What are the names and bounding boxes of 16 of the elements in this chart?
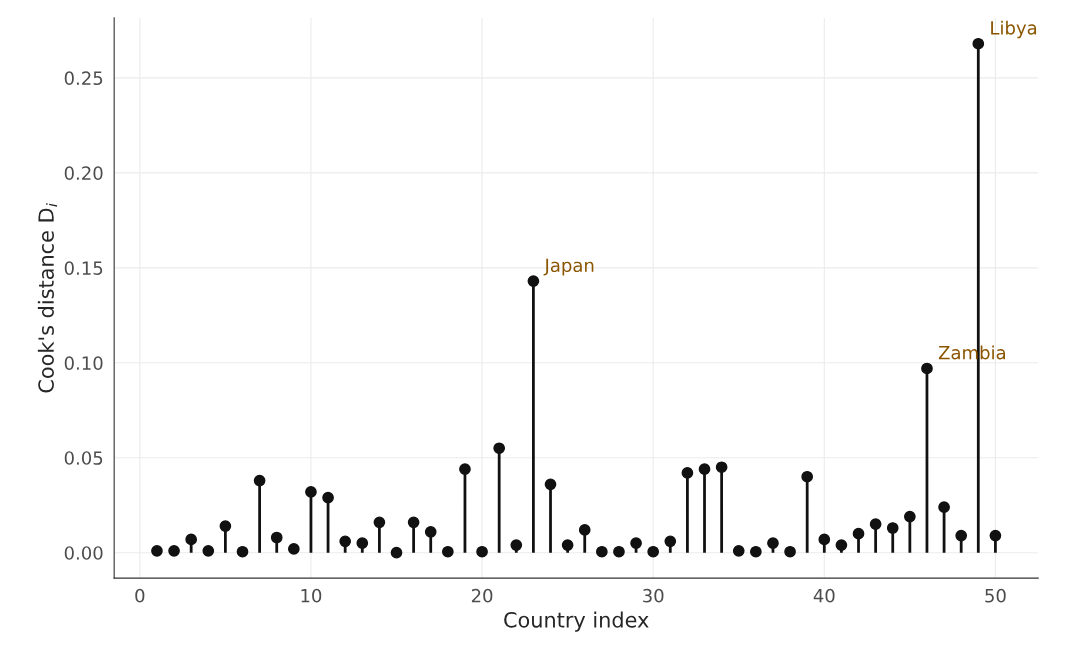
y-tick-label: 0.05: [64, 451, 103, 465]
y-tick-label: 0.15: [64, 261, 103, 275]
annotation: Japan: [543, 258, 594, 276]
x-tick-label: 20: [471, 588, 493, 603]
x-tick-label: 0: [135, 588, 145, 603]
x-tick-label: 40: [813, 588, 835, 603]
x-tick-label: 30: [643, 588, 664, 603]
x-axis-title: Country index: [504, 611, 649, 632]
y-tick-label: 0.25: [64, 71, 103, 86]
y-tick-label: 0.00: [64, 546, 103, 560]
x-tick-label: 50: [985, 588, 1006, 603]
y-tick-label: 0.10: [64, 356, 103, 370]
y-axis-title: Cook's distance D$_{i}$: [37, 203, 58, 393]
x-tick-label: 10: [301, 588, 322, 603]
y-tick-label: 0.20: [64, 166, 103, 180]
annotation: Libya: [991, 20, 1037, 39]
